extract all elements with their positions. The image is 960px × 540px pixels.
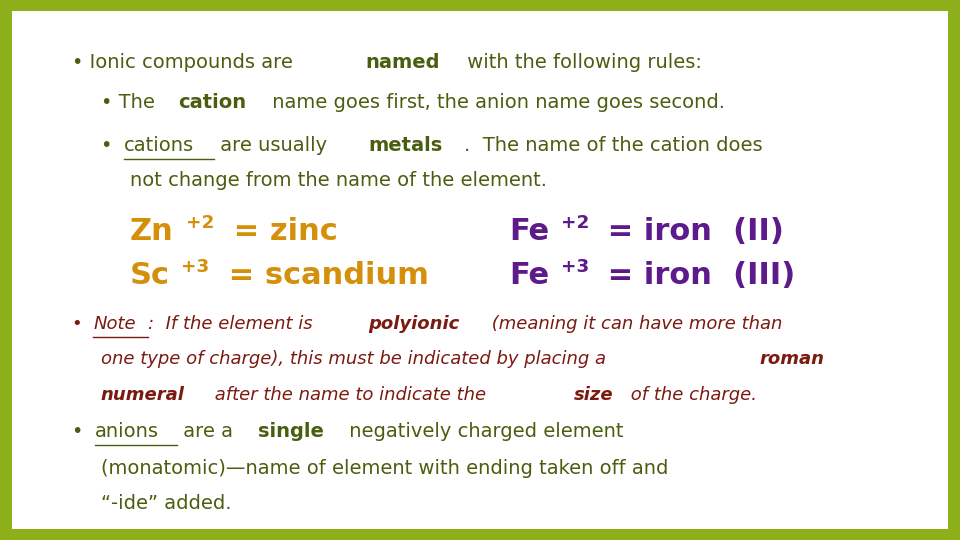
Text: •: • [101, 136, 118, 155]
Text: cation: cation [179, 93, 247, 112]
Text: are a: are a [178, 422, 240, 441]
Text: after the name to indicate the: after the name to indicate the [209, 386, 492, 403]
Text: with the following rules:: with the following rules: [461, 52, 702, 71]
Text: +3: +3 [561, 258, 588, 275]
FancyBboxPatch shape [12, 11, 948, 529]
Text: Fe: Fe [509, 217, 549, 246]
Text: = scandium: = scandium [218, 260, 428, 289]
Text: +2: +2 [186, 214, 214, 232]
Text: :  If the element is: : If the element is [148, 315, 319, 333]
Text: are usually: are usually [214, 136, 333, 155]
Text: metals: metals [368, 136, 443, 155]
Text: +3: +3 [181, 258, 209, 275]
Text: named: named [365, 52, 440, 71]
Text: not change from the name of the element.: not change from the name of the element. [130, 171, 546, 190]
Text: Zn: Zn [130, 217, 174, 246]
Text: roman: roman [759, 350, 825, 368]
Text: anions: anions [95, 422, 158, 441]
Text: +2: +2 [561, 214, 588, 232]
Text: .  The name of the cation does: . The name of the cation does [464, 136, 762, 155]
Text: Sc: Sc [130, 260, 170, 289]
Text: • The: • The [101, 93, 161, 112]
Text: polyionic: polyionic [368, 315, 459, 333]
Text: one type of charge), this must be indicated by placing a: one type of charge), this must be indica… [101, 350, 612, 368]
Text: size: size [574, 386, 613, 403]
Text: numeral: numeral [101, 386, 184, 403]
Text: “-ide” added.: “-ide” added. [101, 494, 231, 512]
Text: (monatomic)—name of element with ending taken off and: (monatomic)—name of element with ending … [101, 458, 668, 477]
Text: (meaning it can have more than: (meaning it can have more than [486, 315, 782, 333]
Text: single: single [257, 422, 324, 441]
Text: Note: Note [93, 315, 135, 333]
Text: Fe: Fe [509, 260, 549, 289]
Text: •: • [72, 315, 88, 333]
Text: negatively charged element: negatively charged element [343, 422, 623, 441]
Text: = zinc: = zinc [223, 217, 337, 246]
Text: name goes first, the anion name goes second.: name goes first, the anion name goes sec… [266, 93, 726, 112]
Text: = iron  (III): = iron (III) [597, 260, 795, 289]
Text: = iron  (II): = iron (II) [597, 217, 784, 246]
Text: •: • [72, 422, 89, 441]
Text: • Ionic compounds are: • Ionic compounds are [72, 52, 300, 71]
Text: cations: cations [124, 136, 194, 155]
Text: of the charge.: of the charge. [625, 386, 757, 403]
